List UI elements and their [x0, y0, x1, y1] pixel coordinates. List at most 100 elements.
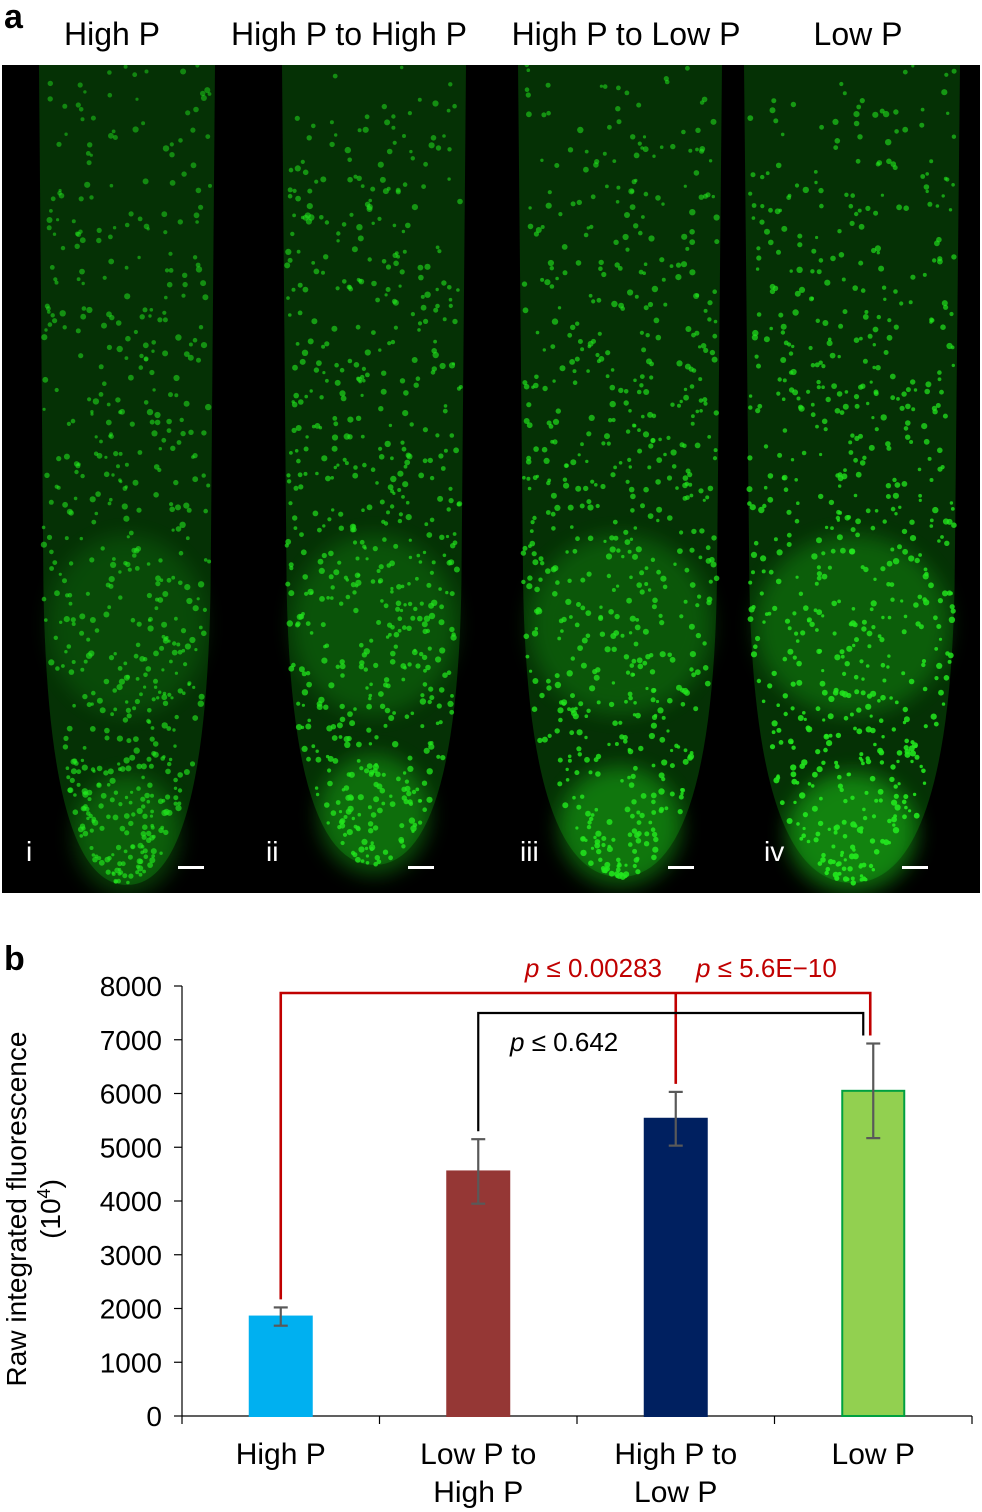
- nucleus-dot: [79, 613, 86, 620]
- nucleus-dot: [880, 694, 886, 701]
- nucleus-dot: [857, 134, 863, 140]
- nucleus-dot: [848, 548, 856, 555]
- nucleus-dot: [705, 545, 711, 551]
- nucleus-dot: [937, 256, 943, 262]
- nucleus-dot: [748, 394, 753, 398]
- nucleus-dot: [200, 280, 207, 287]
- nucleus-dot: [714, 239, 720, 245]
- nucleus-dot: [128, 211, 134, 217]
- nucleus-dot: [537, 737, 543, 744]
- nucleus-dot: [922, 781, 927, 785]
- nucleus-dot: [859, 336, 863, 341]
- nucleus-dot: [890, 395, 896, 401]
- nucleus-dot: [50, 196, 56, 202]
- nucleus-dot: [111, 872, 116, 876]
- nucleus-dot: [417, 798, 422, 803]
- nucleus-dot: [676, 684, 682, 691]
- nucleus-dot: [783, 711, 788, 717]
- nucleus-dot: [336, 231, 341, 236]
- nucleus-dot: [679, 614, 684, 619]
- nucleus-dot: [110, 561, 117, 568]
- nucleus-dot: [561, 244, 568, 250]
- nucleus-dot: [346, 772, 352, 777]
- nucleus-dot: [122, 717, 129, 723]
- nucleus-dot: [435, 245, 440, 250]
- nucleus-dot: [751, 334, 759, 341]
- nucleus-dot: [595, 352, 600, 358]
- nucleus-dot: [80, 667, 85, 672]
- nucleus-dot: [91, 853, 96, 857]
- nucleus-dot: [901, 799, 907, 805]
- nucleus-dot: [780, 330, 786, 335]
- nucleus-dot: [852, 285, 858, 291]
- p-value-label-3: p ≤ 0.642: [509, 1027, 618, 1057]
- nucleus-dot: [869, 380, 873, 384]
- nucleus-dot: [295, 724, 303, 731]
- nucleus-dot: [756, 363, 761, 369]
- nucleus-dot: [388, 715, 395, 721]
- nucleus-dot: [432, 100, 439, 107]
- nucleus-dot: [557, 757, 563, 763]
- nucleus-dot: [913, 388, 918, 392]
- nucleus-dot: [106, 344, 112, 350]
- nucleus-dot: [768, 239, 774, 246]
- nucleus-dot: [592, 669, 598, 675]
- nucleus-dot: [667, 515, 673, 521]
- nucleus-dot: [153, 464, 160, 470]
- nucleus-dot: [633, 857, 639, 863]
- nucleus-dot: [96, 765, 103, 772]
- bar-1: [248, 1315, 313, 1417]
- nucleus-dot: [549, 266, 554, 271]
- nucleus-dot: [532, 678, 539, 684]
- nucleus-dot: [530, 520, 535, 525]
- nucleus-dot: [661, 777, 666, 782]
- nucleus-dot: [286, 473, 291, 478]
- nucleus-dot: [858, 864, 863, 869]
- nucleus-dot: [642, 271, 646, 275]
- nucleus-dot: [842, 834, 848, 839]
- nucleus-dot: [941, 300, 948, 307]
- nucleus-dot: [861, 677, 865, 681]
- nucleus-dot: [431, 560, 436, 565]
- nucleus-dot: [449, 433, 455, 438]
- nucleus-dot: [161, 694, 168, 701]
- nucleus-dot: [302, 214, 309, 221]
- nucleus-dot: [628, 188, 635, 195]
- error-bar-4: [866, 1042, 881, 1140]
- nucleus-dot: [83, 659, 88, 664]
- nucleus-dot: [173, 479, 179, 486]
- nucleus-dot: [635, 869, 641, 875]
- nucleus-dot: [814, 581, 819, 586]
- nucleus-dot: [636, 582, 642, 588]
- nucleus-dot: [818, 187, 824, 194]
- nucleus-dot: [569, 359, 575, 365]
- error-bar-3: [668, 1090, 683, 1147]
- nucleus-dot: [435, 656, 442, 663]
- root-2: [282, 65, 466, 875]
- y-tick-label: 7000: [100, 1025, 162, 1056]
- nucleus-dot: [408, 538, 412, 542]
- nucleus-dot: [842, 309, 848, 315]
- nucleus-dot: [196, 597, 200, 601]
- nucleus-dot: [363, 546, 367, 550]
- nucleus-dot: [799, 836, 804, 841]
- nucleus-dot: [73, 461, 80, 467]
- nucleus-dot: [649, 669, 656, 675]
- nucleus-dot: [587, 344, 592, 349]
- nucleus-dot: [137, 865, 144, 872]
- nucleus-dot: [324, 220, 330, 225]
- nucleus-dot: [628, 782, 635, 788]
- scale-bar-ii: [408, 866, 434, 869]
- nucleus-dot: [842, 876, 849, 882]
- nucleus-dot: [642, 660, 648, 666]
- nucleus-dot: [828, 499, 835, 506]
- nucleus-dot: [685, 65, 690, 71]
- nucleus-dot: [124, 795, 129, 800]
- nucleus-dot: [41, 596, 47, 602]
- nucleus-dot: [903, 614, 908, 619]
- nucleus-dot: [420, 304, 427, 311]
- nucleus-dot: [925, 172, 929, 176]
- nucleus-dot: [288, 501, 293, 506]
- nucleus-dot: [846, 645, 853, 652]
- nucleus-dot: [940, 324, 946, 331]
